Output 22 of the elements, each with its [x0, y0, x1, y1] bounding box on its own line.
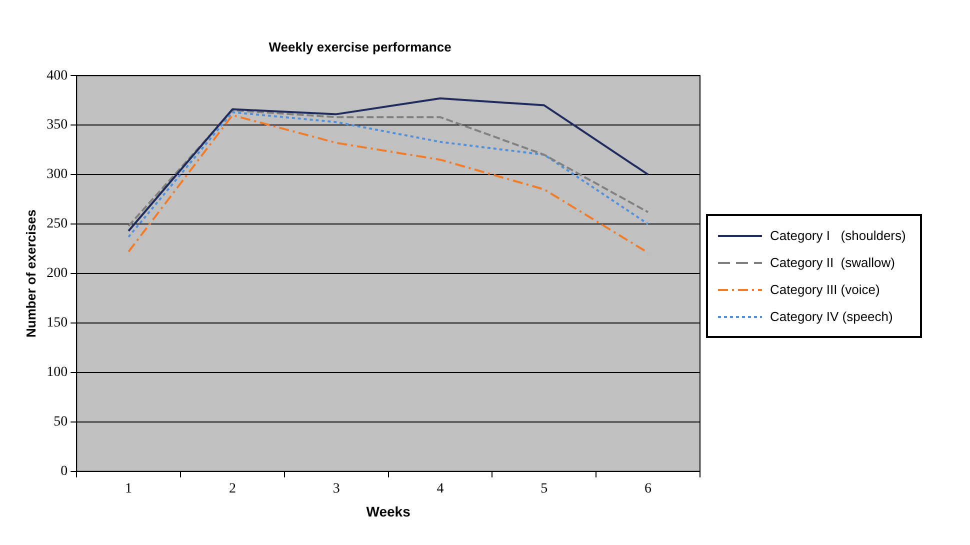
x-tick-label: 6	[644, 481, 652, 496]
x-tick-label: 3	[332, 481, 340, 496]
y-tick-label: 250	[46, 216, 68, 232]
legend-label: Category IV (speech)	[770, 309, 893, 324]
legend-label: Category I (shoulders)	[770, 228, 906, 243]
x-tick-label: 2	[228, 481, 236, 496]
x-tick-label: 4	[436, 481, 444, 496]
y-tick-label: 0	[60, 464, 68, 480]
y-axis-title: Number of exercises	[23, 210, 38, 338]
legend-label: Category III (voice)	[770, 282, 880, 297]
y-tick-label: 400	[46, 68, 68, 84]
y-tick-label: 50	[54, 414, 68, 430]
chart-title: Weekly exercise performance	[268, 39, 452, 54]
y-tick-label: 350	[46, 118, 68, 133]
y-tick-label: 200	[46, 266, 68, 282]
legend-label: Category II (swallow)	[770, 255, 895, 270]
x-axis-title: Weeks	[366, 503, 411, 520]
x-tick-label: 5	[540, 481, 548, 496]
x-tick-label: 1	[125, 481, 132, 496]
y-tick-label: 150	[46, 316, 68, 331]
y-tick-label: 100	[46, 365, 68, 380]
y-tick-label: 300	[46, 167, 68, 182]
